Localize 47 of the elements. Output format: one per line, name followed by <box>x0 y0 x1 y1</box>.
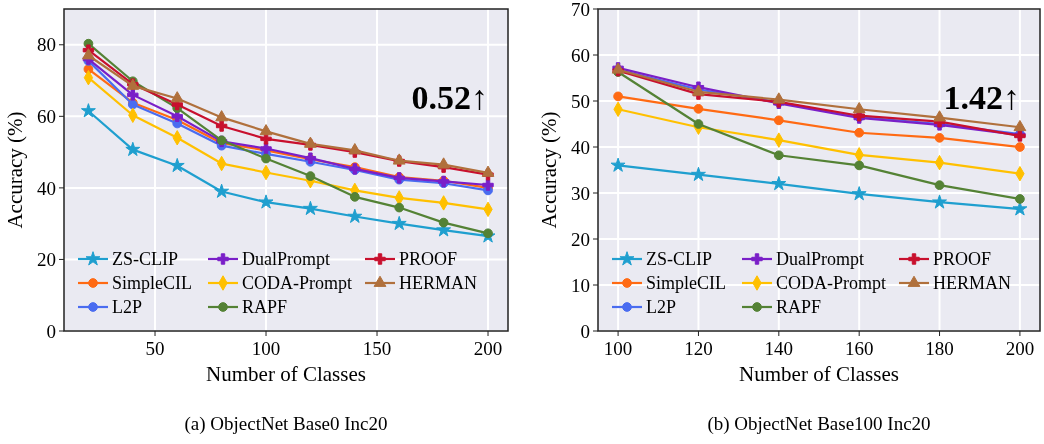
x-tick-label: 180 <box>925 338 954 359</box>
x-tick-label: 160 <box>844 338 874 359</box>
legend-label: HERMAN <box>933 273 1012 294</box>
y-tick-label: 0 <box>580 320 590 342</box>
legend-label: RAPF <box>776 297 822 318</box>
y-tick-label: 20 <box>571 228 590 250</box>
legend-label: CODA-Prompt <box>242 273 353 294</box>
y-tick-label: 60 <box>571 44 590 66</box>
x-tick-label: 100 <box>603 338 633 359</box>
legend-label: CODA-Prompt <box>776 273 887 294</box>
legend-label: PROOF <box>399 249 458 270</box>
y-tick-label: 10 <box>571 274 590 296</box>
annotation: 1.42↑ <box>943 79 1020 116</box>
text: (b) ObjectNet Base100 Inc20 <box>707 413 931 435</box>
legend-label: RAPF <box>242 297 288 318</box>
y-tick-label: 20 <box>37 249 56 271</box>
text: (a) ObjectNet Base0 Inc20 <box>184 413 388 435</box>
legend-label: ZS-CLIP <box>646 249 713 270</box>
legend-label: SimpleCIL <box>646 273 726 294</box>
x-tick-label: 140 <box>764 338 794 359</box>
legend-label: L2P <box>112 297 143 318</box>
legend-label: DualPrompt <box>776 249 864 270</box>
y-tick-label: 70 <box>571 0 590 20</box>
x-axis-title: Number of Classes <box>739 362 899 386</box>
legend-label: SimpleCIL <box>112 273 192 294</box>
y-tick-label: 40 <box>571 136 590 158</box>
x-tick-label: 100 <box>251 338 281 359</box>
y-tick-label: 60 <box>37 105 56 127</box>
y-tick-label: 50 <box>571 90 590 112</box>
x-tick-label: 200 <box>1005 338 1035 359</box>
annotation: 0.52↑ <box>411 79 488 116</box>
legend-label: ZS-CLIP <box>112 249 179 270</box>
y-axis-title: Accuracy (%) <box>537 111 561 229</box>
x-axis-title: Number of Classes <box>206 362 366 386</box>
legend-label: PROOF <box>933 249 992 270</box>
y-axis-title: Accuracy (%) <box>3 111 27 229</box>
y-tick-label: 30 <box>571 182 590 204</box>
legend-label: L2P <box>646 297 677 318</box>
x-tick-label: 150 <box>362 338 392 359</box>
x-tick-label: 200 <box>473 338 503 359</box>
y-tick-label: 0 <box>46 320 56 342</box>
legend-label: HERMAN <box>399 273 478 294</box>
x-tick-label: 120 <box>684 338 713 359</box>
legend-label: DualPrompt <box>242 249 330 270</box>
y-tick-label: 40 <box>37 177 56 199</box>
y-tick-label: 80 <box>37 34 56 56</box>
x-tick-label: 50 <box>145 338 165 359</box>
